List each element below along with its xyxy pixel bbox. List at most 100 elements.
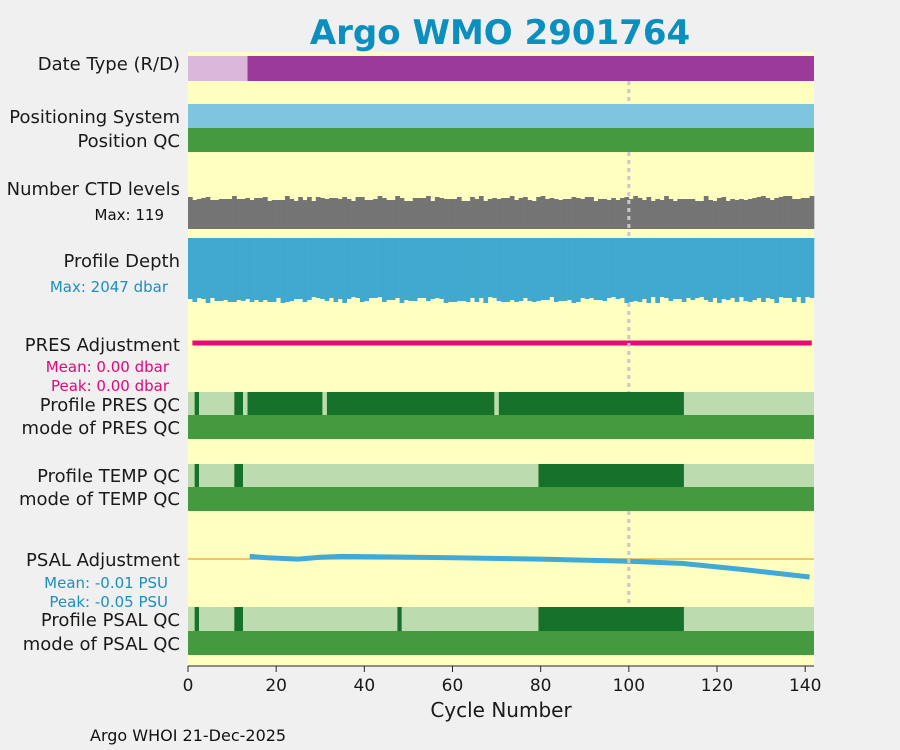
ctd-level-bar <box>787 196 793 229</box>
ctd-level-bar <box>615 200 621 229</box>
profile-depth-bar <box>717 238 722 303</box>
x-tick-label: 80 <box>530 676 552 696</box>
profile-depth-bar <box>399 238 405 303</box>
profile-depth-bar <box>227 238 233 302</box>
profile-depth-bar <box>536 238 541 301</box>
ctd-level-bar <box>395 196 400 229</box>
profile-depth-bar <box>664 238 669 298</box>
ctd-level-bar <box>633 196 638 229</box>
mode-psal-qc-band <box>188 631 814 655</box>
profile-depth-bar <box>188 238 193 299</box>
profile-depth-bar <box>567 238 572 300</box>
profile-depth-bar <box>496 238 502 301</box>
ctd-level-bar <box>289 199 295 229</box>
profile-depth-bar <box>355 238 361 298</box>
profile-psal-qc-segment <box>538 607 684 631</box>
profile-depth-bar <box>201 238 206 299</box>
date-type-segment-D <box>247 56 814 81</box>
profile-depth-bar <box>527 238 533 301</box>
profile-depth-bar <box>501 238 506 302</box>
data-bands <box>188 56 814 655</box>
profile-depth-bar <box>205 238 211 303</box>
profile-depth-bar <box>514 238 519 302</box>
ctd-level-bar <box>390 200 396 229</box>
ctd-level-bar <box>796 199 802 229</box>
profile-psal-qc-segment <box>401 607 539 631</box>
ctd-level-bar <box>567 199 572 229</box>
profile-depth-bar <box>809 238 815 298</box>
profile-depth-bar <box>655 238 661 303</box>
profile-depth-bar <box>487 238 493 297</box>
profile-depth-bar <box>597 238 603 300</box>
profile-depth-bar <box>531 238 537 302</box>
profile-pres-qc-segment <box>194 392 200 415</box>
label-mode-temp-qc: mode of TEMP QC <box>19 489 180 510</box>
chart-title: Argo WMO 2901764 <box>310 13 690 53</box>
profile-depth-bar <box>553 238 559 302</box>
ctd-level-bar <box>589 197 594 229</box>
profile-depth-bar <box>439 238 444 299</box>
ctd-level-bar <box>192 200 198 229</box>
ctd-level-bar <box>329 198 334 229</box>
ctd-level-bar <box>456 197 462 229</box>
ctd-level-bar <box>553 199 559 229</box>
ctd-level-bar <box>514 200 519 229</box>
ctd-level-bar <box>408 201 414 229</box>
ctd-level-bar <box>205 197 211 229</box>
footer-credit: Argo WHOI 21-Dec-2025 <box>90 726 286 745</box>
ctd-level-bar <box>324 199 330 229</box>
ctd-level-bar <box>478 196 484 229</box>
profile-temp-qc-segment <box>538 464 684 487</box>
ctd-level-bar <box>426 196 431 229</box>
ctd-level-bar <box>377 196 383 229</box>
profile-depth-bar <box>611 238 616 297</box>
ctd-level-bar <box>778 197 784 229</box>
profile-depth-bar <box>580 238 586 298</box>
profile-depth-bar <box>461 238 467 301</box>
profile-depth-bar <box>452 238 458 302</box>
profile-depth-bar <box>523 238 528 298</box>
profile-depth-bar <box>558 238 564 301</box>
profile-depth-bar <box>778 238 784 297</box>
profile-depth-bar <box>373 238 378 298</box>
x-tick-label: 0 <box>183 676 194 696</box>
profile-depth-bar <box>254 238 259 300</box>
profile-depth-bar <box>721 238 727 299</box>
profile-depth-bar <box>589 238 594 298</box>
profile-depth-bar <box>805 238 810 297</box>
profile-depth-bar <box>637 238 643 302</box>
profile-depth-bar <box>584 238 590 299</box>
ctd-level-bar <box>355 197 361 229</box>
psal-mean-text: Mean: -0.01 PSU <box>44 574 168 592</box>
ctd-level-bar <box>298 197 303 229</box>
profile-psal-qc-segment <box>194 607 200 631</box>
profile-depth-bar <box>377 238 383 297</box>
ctd-level-bar <box>646 197 652 229</box>
ctd-level-bar <box>593 201 599 229</box>
ctd-level-bar <box>214 200 220 229</box>
ctd-level-bar <box>258 198 264 229</box>
profile-pres-qc-segment <box>498 392 684 415</box>
ctd-level-bar <box>254 198 259 229</box>
ctd-level-bar <box>307 197 312 229</box>
profile-depth-bar <box>712 238 718 298</box>
ctd-level-bar <box>448 199 453 229</box>
profile-depth-bar <box>474 238 480 302</box>
profile-depth-bar <box>492 238 497 298</box>
profile-psal-qc-segment <box>683 607 814 631</box>
profile-depth-bar <box>333 238 339 302</box>
profile-depth-bar <box>518 238 524 301</box>
profile-depth-bar <box>800 238 806 303</box>
ctd-level-bar <box>276 200 281 229</box>
ctd-level-bar <box>672 201 678 229</box>
x-tick-label: 40 <box>354 676 376 696</box>
ctd-level-bar <box>739 199 744 229</box>
profile-psal-qc-segment <box>199 607 235 631</box>
profile-depth-bar <box>672 238 678 299</box>
ctd-level-bar <box>545 199 550 229</box>
ctd-level-bar <box>302 200 308 229</box>
profile-pres-qc-segment <box>494 392 499 415</box>
profile-depth-bar <box>421 238 427 298</box>
profile-depth-bar <box>690 238 696 300</box>
profile-depth-bar <box>258 238 264 302</box>
